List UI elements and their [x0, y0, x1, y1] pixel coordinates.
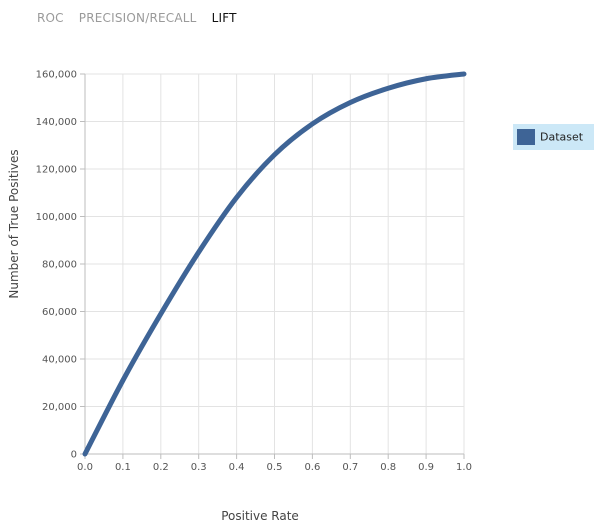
y-tick-label: 60,000: [42, 307, 77, 318]
y-tick-label: 160,000: [36, 70, 77, 81]
y-tick-label: 0: [71, 450, 77, 461]
tab-roc[interactable]: ROC: [37, 11, 64, 25]
series-line-0[interactable]: [82, 71, 467, 457]
y-tick-label: 40,000: [42, 355, 77, 366]
legend-swatch-dataset: [517, 129, 535, 145]
legend-label-dataset: Dataset: [540, 130, 584, 144]
x-tick-label: 0.7: [342, 462, 358, 473]
x-axis-title: Positive Rate: [221, 509, 299, 523]
y-tick-label: 20,000: [42, 402, 77, 413]
y-tick-label: 120,000: [36, 165, 77, 176]
y-tick-label: 140,000: [36, 117, 77, 128]
x-tick-label: 0.0: [77, 462, 93, 473]
x-tick-label: 0.9: [418, 462, 434, 473]
x-tick-label: 0.5: [267, 462, 283, 473]
x-tick-label: 0.6: [304, 462, 320, 473]
tab-lift[interactable]: LIFT: [211, 11, 237, 25]
y-tick-label: 80,000: [42, 260, 77, 271]
legend[interactable]: Dataset: [513, 124, 594, 150]
x-tick-label: 0.8: [380, 462, 396, 473]
x-tick-label: 0.4: [229, 462, 245, 473]
x-tick-label: 0.2: [153, 462, 169, 473]
x-tick-label: 0.1: [115, 462, 131, 473]
x-tick-label: 0.3: [191, 462, 207, 473]
y-axis-title: Number of True Positives: [7, 149, 21, 298]
series-lines: [82, 71, 467, 457]
chart-tabs: ROC PRECISION/RECALL LIFT: [37, 11, 248, 25]
x-tick-label: 1.0: [456, 462, 472, 473]
y-axis-ticks: 0 20,000 40,000 60,000 80,000 100,000 120,000 1…: [36, 70, 85, 461]
tab-precision-recall[interactable]: PRECISION/RECALL: [78, 11, 197, 25]
x-axis-ticks: 0.0 0.1 0.2 0.3 0.4 0.5 0.6 0.7 0.8 0.9 1.0: [77, 454, 472, 473]
grid-lines: [85, 73, 465, 454]
y-tick-label: 100,000: [36, 212, 77, 223]
